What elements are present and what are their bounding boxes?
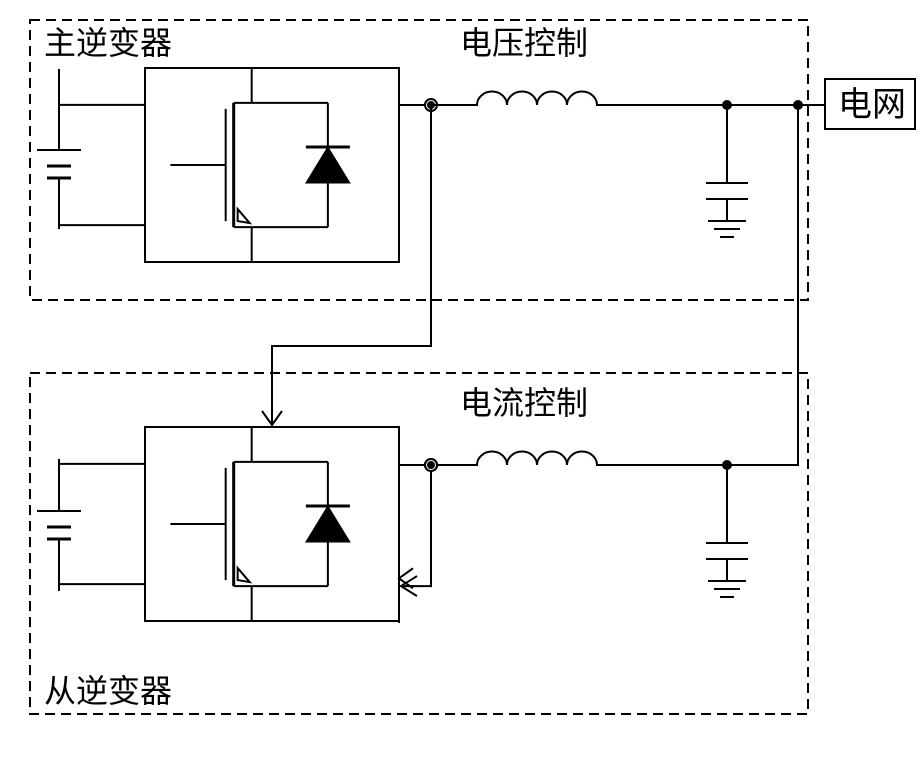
- dc-source-master: [37, 100, 81, 228]
- label-slave-inverter: 从逆变器: [44, 673, 172, 709]
- inductor: [477, 452, 597, 465]
- igbt-module-slave: [145, 427, 399, 621]
- igbt-module-master: [145, 68, 399, 262]
- label-grid: 电网: [838, 86, 906, 124]
- label-voltage-control: 电压控制: [460, 25, 588, 61]
- inductor: [477, 92, 597, 106]
- label-current-control: 电流控制: [460, 385, 588, 421]
- dc-source-slave: [37, 460, 81, 590]
- label-master-inverter: 主逆变器: [44, 25, 172, 61]
